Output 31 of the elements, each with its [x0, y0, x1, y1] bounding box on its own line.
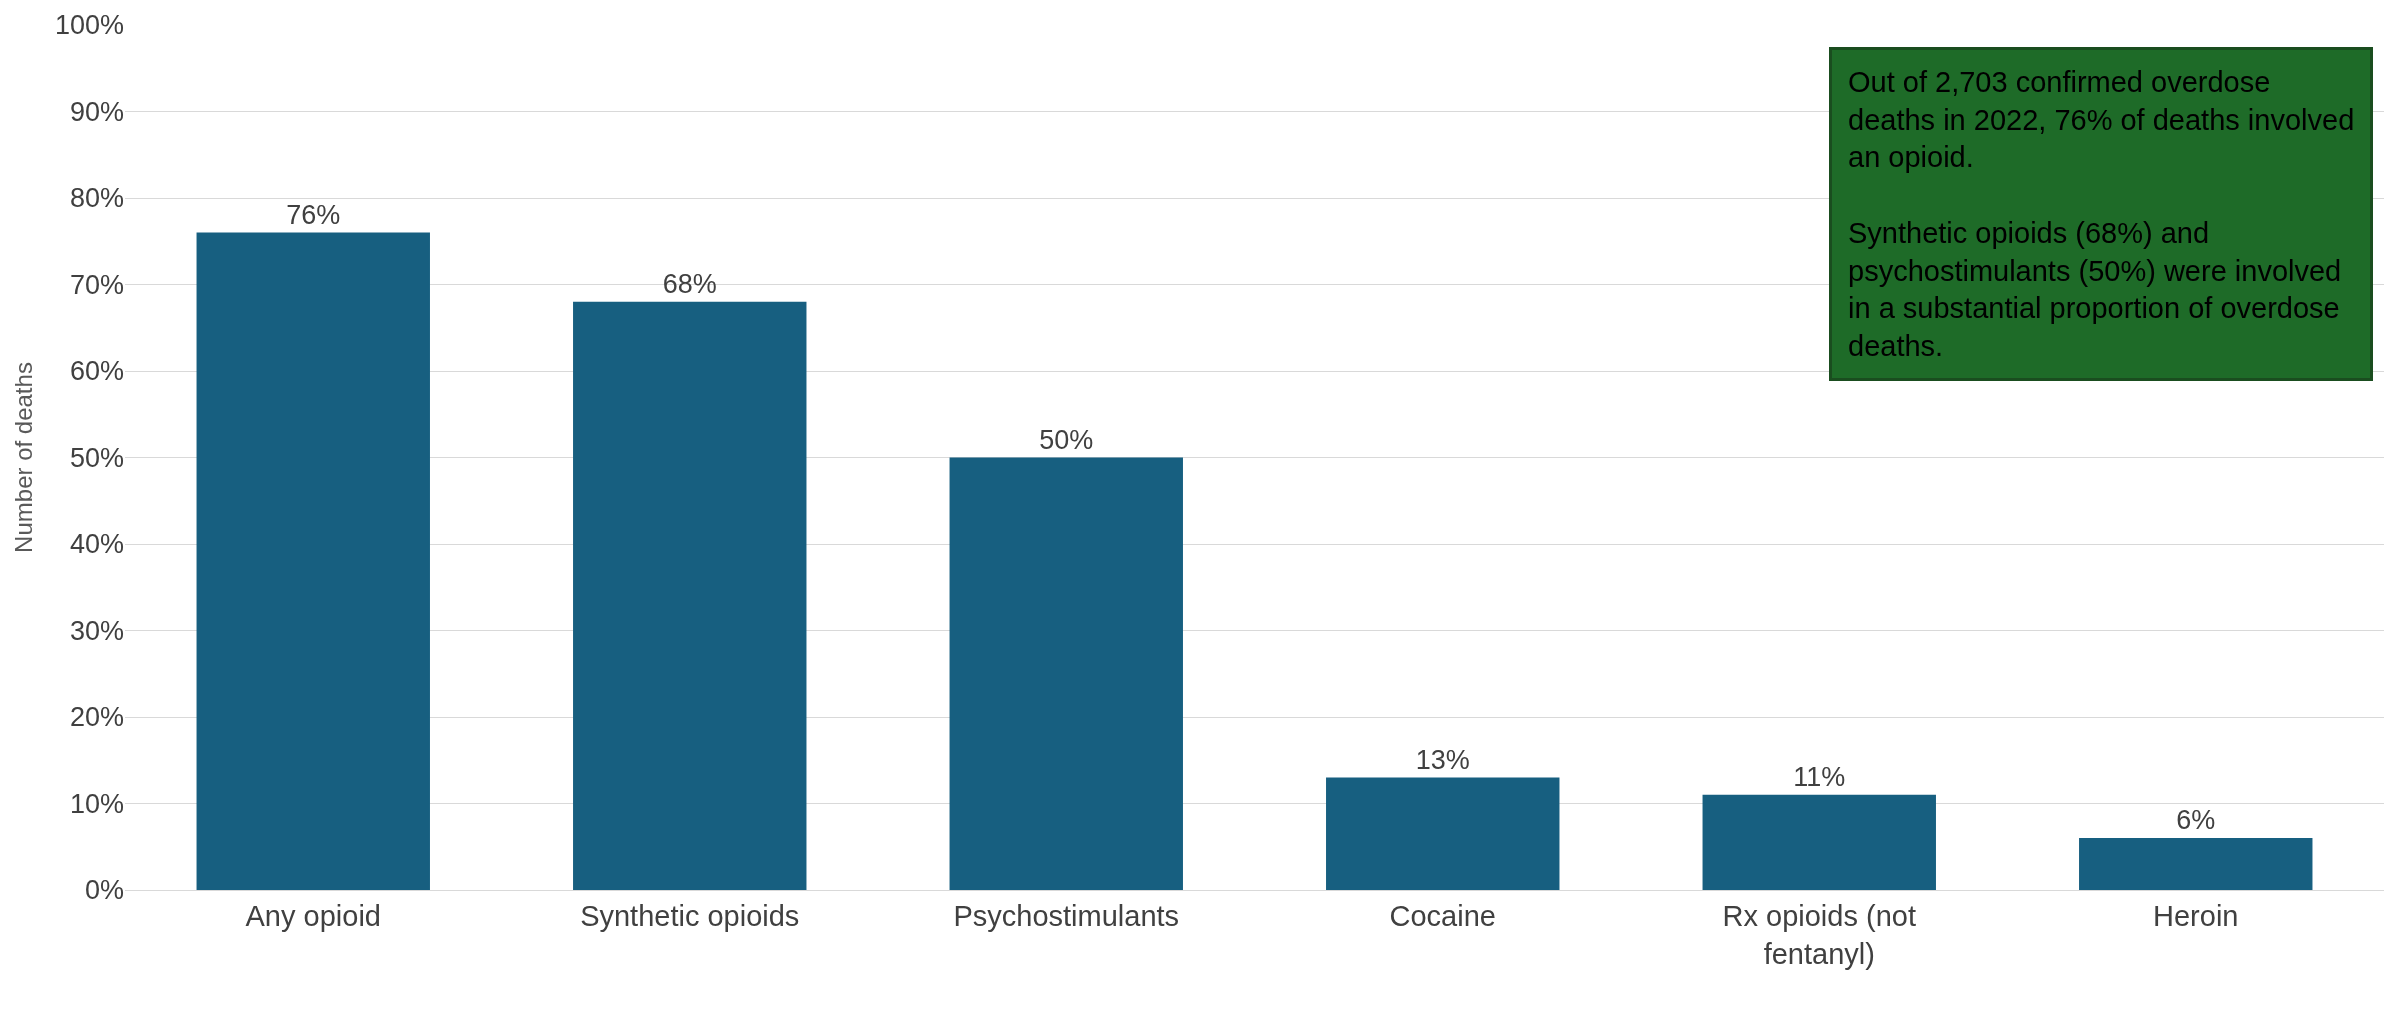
y-tick-label: 30% [69, 615, 124, 646]
bar [1326, 777, 1560, 890]
bar [949, 457, 1183, 890]
data-label: 13% [1415, 744, 1470, 775]
bar [1702, 794, 1936, 890]
y-tick-label: 50% [69, 442, 124, 473]
data-label: 11% [1793, 761, 1846, 792]
data-label: 50% [1039, 424, 1094, 455]
data-label: 76% [286, 199, 341, 230]
y-tick-label: 90% [69, 96, 124, 127]
y-tick-label: 20% [69, 702, 124, 733]
data-label: 6% [2176, 805, 2216, 836]
x-tick-label: Any opioid [245, 899, 381, 932]
y-tick-label: 10% [69, 788, 124, 819]
y-tick-label: 0% [84, 875, 124, 906]
data-label: 68% [662, 268, 717, 299]
y-tick-label: 70% [69, 269, 124, 300]
y-tick-label: 80% [69, 183, 124, 214]
bar [573, 301, 807, 890]
y-tick-label: 100% [54, 10, 124, 41]
y-axis-title: Number of deaths [10, 362, 38, 553]
x-tick-label: Heroin [2153, 899, 2239, 932]
x-tick-label: Psychostimulants [953, 899, 1180, 932]
text: Out of 2,703 confirmed overdose deaths in 2022, 76% of deaths involved an opioid. Synthetic opioids (68%) and psychostimulants (50%) were involved in a substantial proportion of overdose deaths. [1848, 66, 2355, 362]
x-tick-label: Cocaine [1389, 899, 1496, 932]
x-tick-label: Rx opioids (not fentanyl) [1722, 899, 1916, 970]
bar [2079, 838, 2313, 890]
x-tick-label: Synthetic opioids [580, 899, 800, 932]
y-tick-label: 40% [69, 529, 124, 560]
y-tick-label: 60% [69, 356, 124, 387]
bar [196, 232, 430, 890]
